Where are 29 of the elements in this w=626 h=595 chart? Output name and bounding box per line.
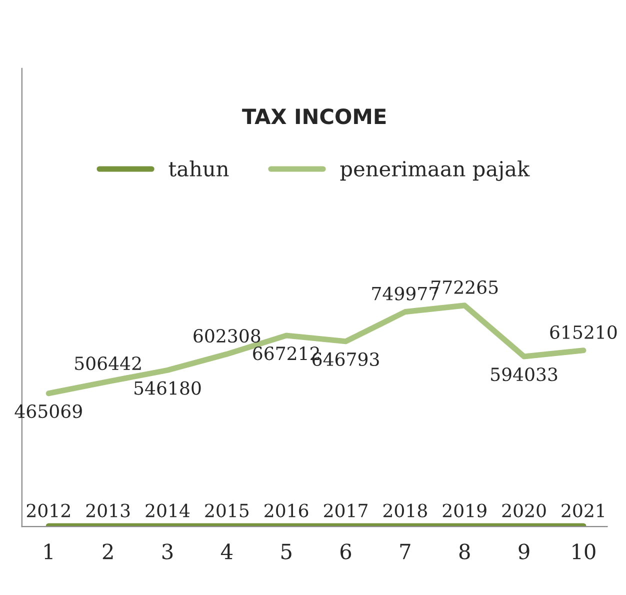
data-label: 465069 [14,404,82,418]
x-tick-label: 8 [459,544,470,560]
data-label: 506442 [75,356,141,370]
data-label: 2013 [86,504,130,518]
data-label: 546180 [134,381,201,395]
data-label: 2018 [383,504,427,518]
legend-label: tahun [168,160,229,177]
data-label: 2016 [264,504,308,518]
data-label: 2017 [324,504,368,518]
data-label: 594033 [491,368,558,382]
data-label: 2012 [26,504,70,518]
data-label: 2020 [502,504,546,518]
x-tick-label: 5 [281,544,292,560]
data-label: 2021 [562,504,604,518]
data-label: 2014 [146,504,190,518]
text: TAX INCOME [242,108,386,124]
data-label: 615210 [550,325,617,339]
x-tick-label: 1 [44,544,52,560]
x-tick-label: 10 [572,544,596,560]
x-tick-label: 4 [220,544,232,560]
x-tick-label: 3 [162,544,173,560]
data-label: 2015 [205,504,248,518]
data-label: 602308 [194,329,260,343]
legend-label: penerimaan pajak [340,160,530,181]
data-label: 2019 [442,504,486,518]
x-tick-label: 6 [340,544,352,560]
x-tick-label: 2 [102,544,113,560]
x-tick-label: 7 [400,544,410,560]
x-tick-label: 9 [518,544,530,560]
